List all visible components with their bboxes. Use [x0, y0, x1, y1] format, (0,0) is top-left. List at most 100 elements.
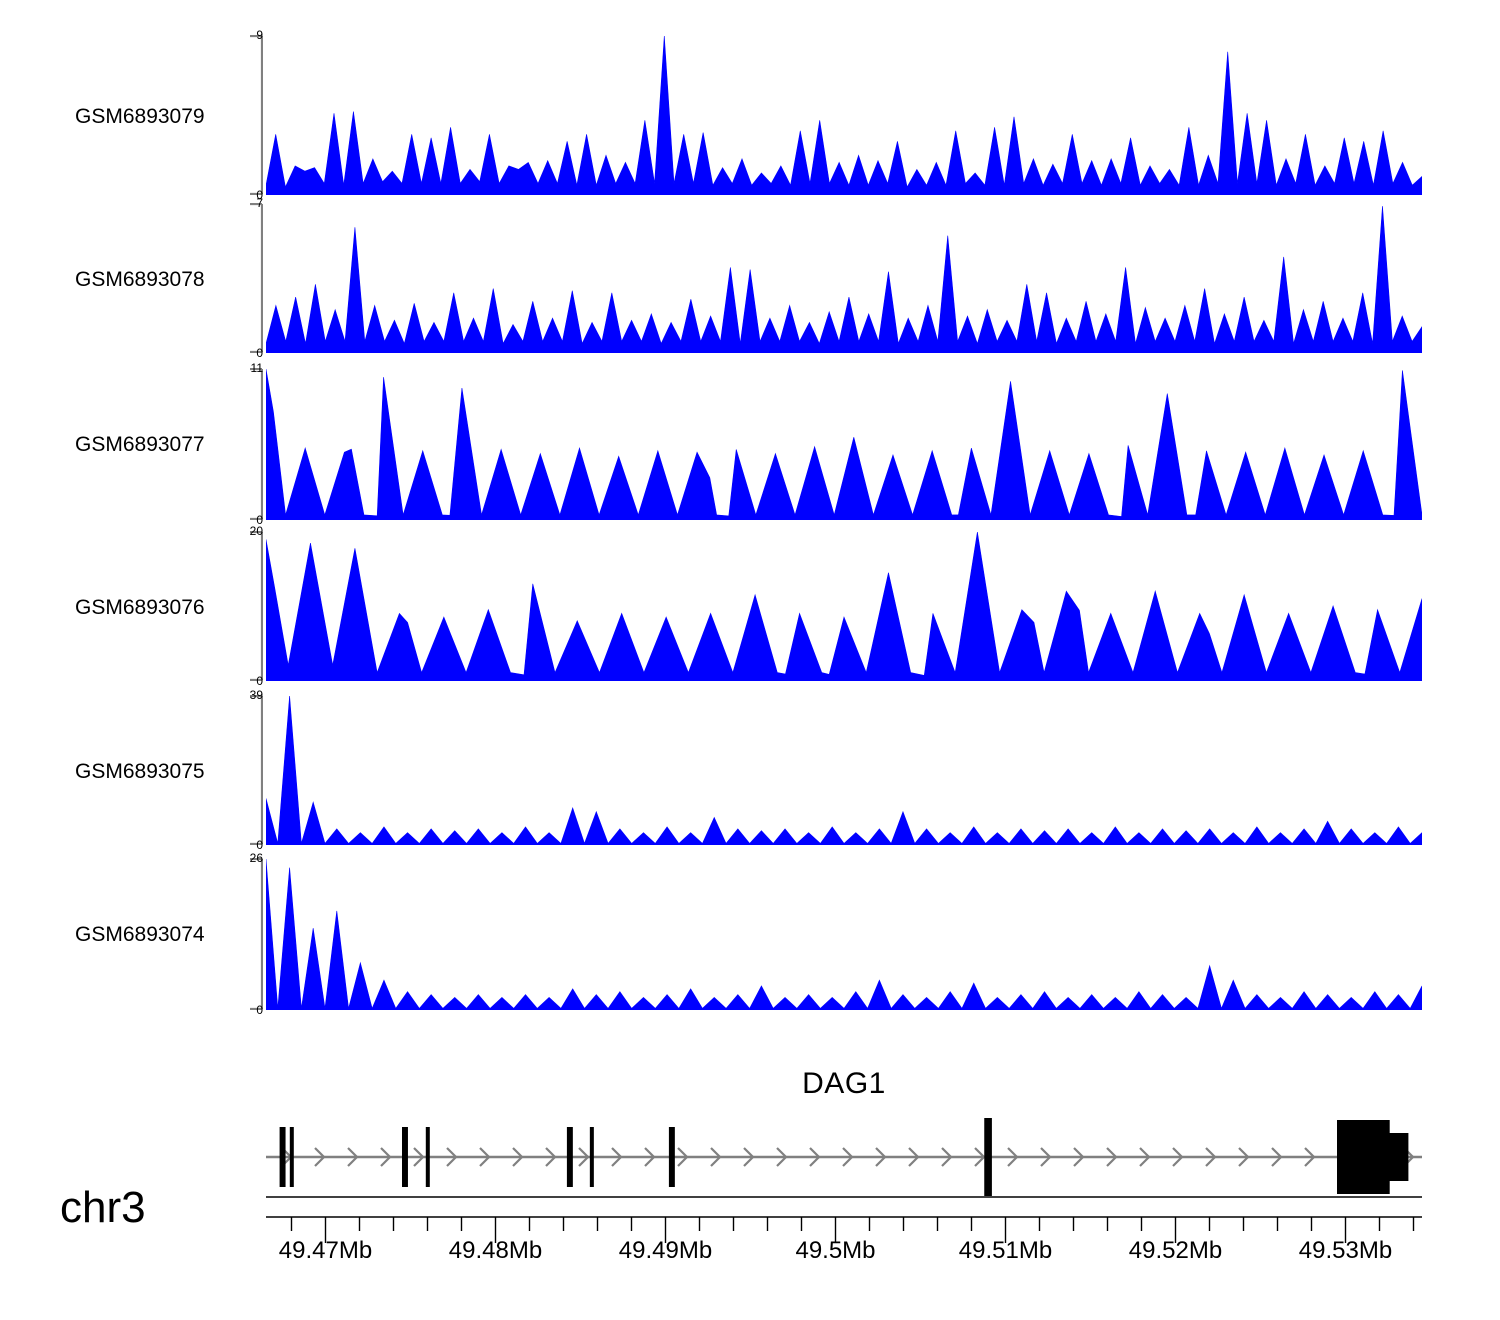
strand-arrow-icon	[743, 1147, 755, 1167]
axis-max-label: 20	[249, 524, 263, 538]
gene-exon[interactable]	[1388, 1133, 1409, 1181]
coverage-plot	[266, 35, 1422, 195]
strand-arrow-icon	[380, 1147, 392, 1167]
coverage-plot	[266, 531, 1422, 681]
coverage-plot	[266, 368, 1422, 520]
gene-exon[interactable]	[668, 1127, 675, 1187]
strand-arrow-icon	[1304, 1147, 1316, 1167]
strand-arrow-icon	[413, 1147, 425, 1167]
gene-exon[interactable]	[425, 1127, 430, 1187]
axis-tick-label: 49.5Mb	[795, 1237, 876, 1264]
axis-tick-labels: 49.47Mb 49.48Mb 49.49Mb 49.5Mb 49.51Mb 49.52M…	[0, 1237, 1500, 1277]
coverage-plot	[266, 858, 1422, 1010]
strand-arrow-icon	[776, 1147, 788, 1167]
strand-arrow-icon	[479, 1147, 491, 1167]
strand-arrow-icon	[1139, 1147, 1151, 1167]
strand-arrow-icon	[710, 1147, 722, 1167]
gene-exon[interactable]	[1337, 1120, 1390, 1194]
strand-arrow-icon	[941, 1147, 953, 1167]
axis-bracket-icon	[250, 694, 264, 846]
coverage-area	[266, 858, 1422, 1010]
coverage-track: GSM6893079 9 0	[0, 29, 1500, 201]
genomic-axis-svg	[266, 1196, 1422, 1243]
axis-min-label: 0	[256, 1003, 263, 1017]
track-label: GSM6893076	[75, 596, 205, 619]
axis-min-label: 0	[256, 346, 263, 360]
strand-arrow-icon	[644, 1147, 656, 1167]
track-label: GSM6893074	[75, 923, 205, 946]
coverage-area-path	[266, 531, 1422, 681]
gene-exon[interactable]	[289, 1127, 294, 1187]
gene-exon[interactable]	[279, 1127, 286, 1187]
strand-arrow-icon	[347, 1147, 359, 1167]
coverage-track: GSM6893078 7 0	[0, 197, 1500, 359]
gene-annotation-panel: DAG1 chr3 49.47Mb 49.48Mb 49.49Mb 49.5Mb 49.…	[0, 1055, 1500, 1320]
track-axis: 20 0	[205, 525, 264, 687]
axis-min-label: 0	[256, 838, 263, 852]
strand-arrow-icon	[1073, 1147, 1085, 1167]
axis-max-label: 9	[256, 28, 263, 42]
gene-model[interactable]	[259, 1100, 1429, 1210]
coverage-area-path	[266, 858, 1422, 1010]
gene-exon[interactable]	[589, 1127, 594, 1187]
coverage-area	[266, 531, 1422, 681]
axis-max-label: 7	[256, 196, 263, 210]
coverage-area-path	[266, 695, 1422, 845]
coverage-area	[266, 35, 1422, 195]
strand-arrow-icon	[1007, 1147, 1019, 1167]
coverage-area	[266, 695, 1422, 845]
strand-arrow-icon	[809, 1147, 821, 1167]
axis-min-label: 0	[256, 513, 263, 527]
coverage-area	[266, 206, 1422, 353]
track-axis: 39 0	[205, 689, 264, 851]
track-label: GSM6893077	[75, 433, 205, 456]
gene-exon[interactable]	[402, 1127, 408, 1187]
track-label: GSM6893079	[75, 105, 205, 128]
gene-exon[interactable]	[566, 1127, 573, 1187]
strand-arrow-icon	[545, 1147, 557, 1167]
coverage-track: GSM6893076 20 0	[0, 525, 1500, 687]
strand-arrow-icon	[677, 1147, 689, 1167]
axis-max-label: 26	[249, 851, 263, 865]
coverage-plot	[266, 203, 1422, 353]
axis-tick-label: 49.49Mb	[618, 1237, 713, 1264]
coverage-area-path	[266, 368, 1422, 520]
axis-tick-label: 49.53Mb	[1298, 1237, 1393, 1264]
coverage-track: GSM6893075 39 0	[0, 689, 1500, 851]
coverage-area-path	[266, 35, 1422, 195]
track-label: GSM6893075	[75, 760, 205, 783]
strand-arrow-icon	[1238, 1147, 1250, 1167]
gene-exon[interactable]	[984, 1118, 992, 1196]
gene-name-label: DAG1	[802, 1067, 886, 1100]
coverage-plot	[266, 695, 1422, 845]
strand-arrow-icon	[1271, 1147, 1283, 1167]
axis-tick-label: 49.47Mb	[278, 1237, 373, 1264]
axis-bracket-icon	[250, 34, 264, 196]
strand-arrow-icon	[1040, 1147, 1052, 1167]
track-axis: 26 0	[205, 852, 264, 1016]
strand-arrow-icon	[578, 1147, 590, 1167]
axis-min-label: 0	[256, 674, 263, 688]
track-axis: 9 0	[205, 29, 264, 201]
axis-bracket-icon	[250, 857, 264, 1011]
strand-arrow-icon	[974, 1147, 986, 1167]
axis-tick-label: 49.52Mb	[1128, 1237, 1223, 1264]
coverage-track: GSM6893077 11 0	[0, 362, 1500, 526]
strand-arrow-icon	[908, 1147, 920, 1167]
axis-bracket-icon	[250, 530, 264, 682]
axis-bracket-icon	[250, 202, 264, 354]
track-axis: 7 0	[205, 197, 264, 359]
strand-arrow-icon	[1106, 1147, 1118, 1167]
strand-arrow-icon	[512, 1147, 524, 1167]
axis-bracket-icon	[250, 367, 264, 521]
coverage-area	[266, 368, 1422, 520]
axis-max-label: 39	[249, 688, 263, 702]
genomic-axis	[259, 1195, 1429, 1245]
track-label: GSM6893078	[75, 268, 205, 291]
coverage-area-path	[266, 206, 1422, 353]
coverage-track: GSM6893074 26 0	[0, 852, 1500, 1016]
gene-model-svg	[266, 1118, 1422, 1196]
strand-arrow-icon	[1172, 1147, 1184, 1167]
axis-tick-label: 49.48Mb	[448, 1237, 543, 1264]
